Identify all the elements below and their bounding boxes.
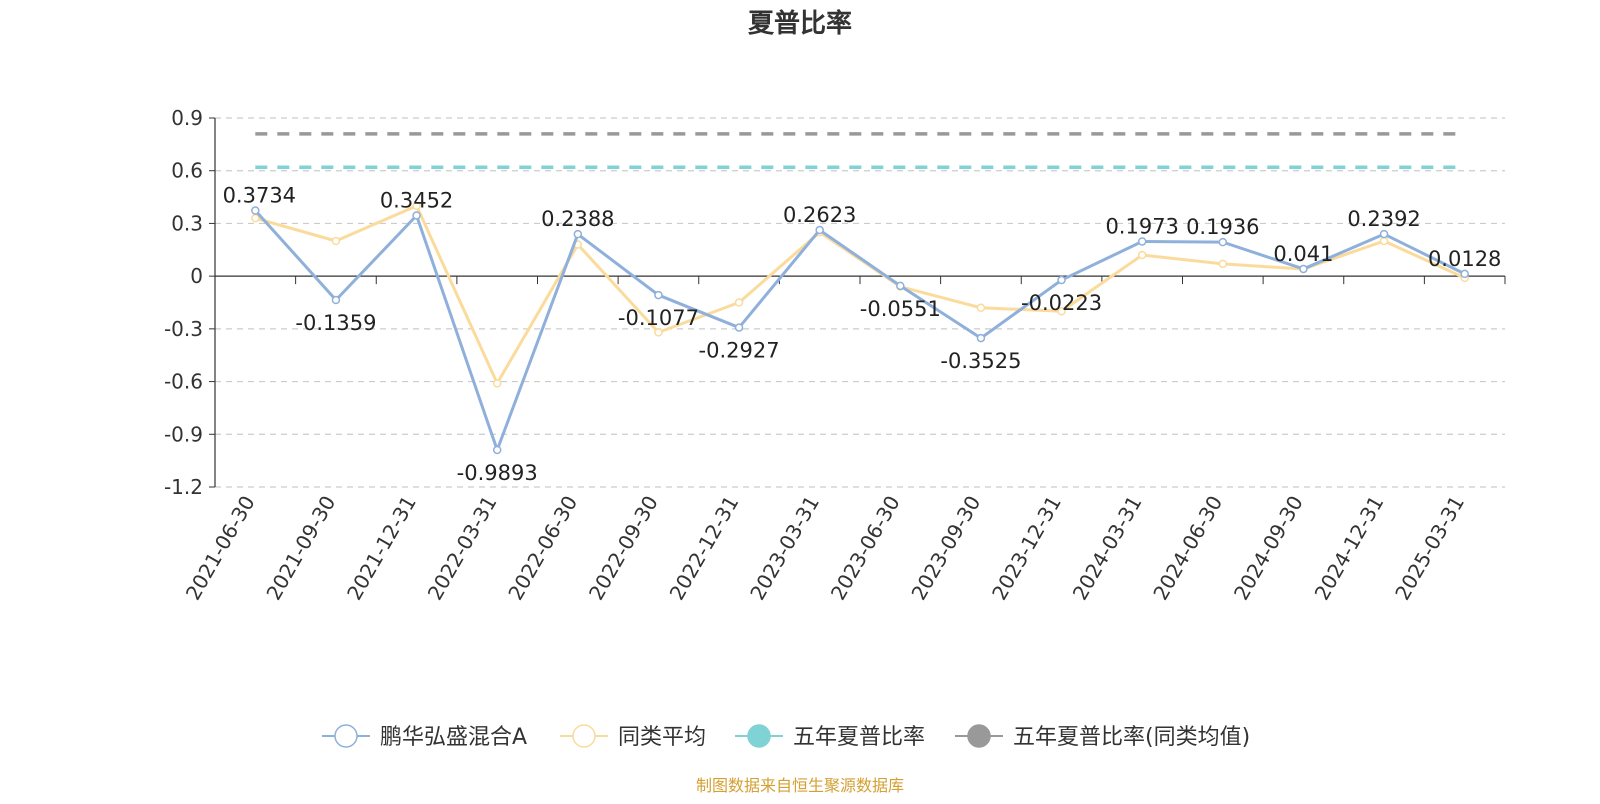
data-label: -0.0223 <box>1021 291 1102 315</box>
data-label: 0.3734 <box>223 184 296 208</box>
x-tick-label: 2021-09-30 <box>261 492 340 605</box>
legend-item[interactable]: 同类平均 <box>560 724 706 750</box>
series-line <box>254 209 1466 452</box>
data-point[interactable] <box>1460 269 1469 279</box>
x-tick-label: 2024-09-30 <box>1229 492 1308 605</box>
data-point[interactable] <box>734 298 744 307</box>
data-point[interactable] <box>492 379 502 388</box>
source-note: 制图数据来自恒生聚源数据库 <box>696 776 904 795</box>
data-point[interactable] <box>573 229 583 239</box>
data-point[interactable] <box>654 290 663 300</box>
data-point[interactable] <box>1137 237 1147 246</box>
chart-title: 夏普比率 <box>748 8 852 39</box>
x-tick-label: 2025-03-31 <box>1390 492 1469 605</box>
data-point[interactable] <box>896 281 905 291</box>
data-point[interactable] <box>1137 250 1147 260</box>
legend-item[interactable]: 五年夏普比率 <box>735 724 925 750</box>
x-tick-label: 2023-12-31 <box>987 492 1066 605</box>
x-tick-label: 2021-06-30 <box>181 492 260 605</box>
x-tick-label: 2023-06-30 <box>826 492 905 605</box>
data-label: 0.1936 <box>1186 215 1259 239</box>
data-label: -0.3525 <box>940 349 1021 373</box>
data-label: -0.9893 <box>457 461 538 485</box>
data-point[interactable] <box>1057 275 1066 285</box>
data-point[interactable] <box>331 295 341 305</box>
data-label: -0.0551 <box>860 297 941 321</box>
data-point[interactable] <box>331 236 341 246</box>
data-point[interactable] <box>654 328 663 337</box>
x-tick-label: 2024-06-30 <box>1148 492 1227 605</box>
legend-marker <box>747 724 771 748</box>
data-point[interactable] <box>1379 229 1389 239</box>
y-tick-label: 0.3 <box>171 211 203 235</box>
x-tick-label: 2024-03-31 <box>1068 492 1147 605</box>
data-label: 0.1973 <box>1105 214 1178 238</box>
data-point[interactable] <box>412 201 421 211</box>
data-point[interactable] <box>1299 264 1308 274</box>
y-tick-label: 0.9 <box>171 106 203 130</box>
data-point[interactable] <box>815 225 824 235</box>
data-label: -0.1359 <box>295 311 376 335</box>
data-label: -0.1077 <box>618 306 699 330</box>
data-label: 0.2623 <box>783 203 856 227</box>
legend-marker <box>334 724 358 748</box>
grid-layer <box>215 117 1505 488</box>
data-point[interactable] <box>492 445 502 455</box>
data-label: 0.0128 <box>1428 247 1501 271</box>
y-tick-label: -0.6 <box>164 370 203 394</box>
series-layer <box>251 201 1469 455</box>
data-label: 0.041 <box>1273 242 1333 266</box>
data-point[interactable] <box>251 206 260 215</box>
y-tick-label: 0 <box>190 264 203 288</box>
legend-label: 五年夏普比率 <box>793 725 925 750</box>
data-point[interactable] <box>1218 237 1228 247</box>
data-labels: 0.3734-0.13590.3452-0.98930.2388-0.1077-… <box>223 184 1502 485</box>
data-label: 0.2392 <box>1347 207 1420 231</box>
series-line <box>254 204 1466 385</box>
x-tick-label: 2022-03-31 <box>423 492 502 605</box>
data-point[interactable] <box>976 333 986 343</box>
y-tick-label: -0.3 <box>164 317 203 341</box>
data-point[interactable] <box>412 211 421 220</box>
legend-label: 鹏华弘盛混合A <box>380 725 527 750</box>
legend-marker <box>572 724 596 748</box>
data-point[interactable] <box>976 303 986 313</box>
x-tick-label: 2022-12-31 <box>664 492 743 605</box>
x-tick-label: 2021-12-31 <box>342 492 421 605</box>
reference-lines <box>255 132 1465 169</box>
x-tick-label: 2024-12-31 <box>1309 492 1388 605</box>
legend-item[interactable]: 五年夏普比率(同类均值) <box>955 724 1250 750</box>
y-tick-label: 0.6 <box>171 159 203 183</box>
y-tick-label: -1.2 <box>164 475 203 499</box>
legend-item[interactable]: 鹏华弘盛混合A <box>322 724 527 750</box>
data-point[interactable] <box>1379 236 1389 246</box>
data-label: 0.2388 <box>541 207 614 231</box>
data-point[interactable] <box>1057 307 1066 316</box>
y-tick-label: -0.9 <box>164 422 203 446</box>
x-tick-label: 2023-09-30 <box>906 492 985 605</box>
data-label: -0.2927 <box>699 339 780 363</box>
x-tick-label: 2022-06-30 <box>503 492 582 605</box>
legend-label: 同类平均 <box>618 725 706 750</box>
data-point[interactable] <box>734 323 744 332</box>
data-label: 0.3452 <box>380 188 453 212</box>
legend-label: 五年夏普比率(同类均值) <box>1013 725 1250 750</box>
data-point[interactable] <box>251 213 260 223</box>
data-point[interactable] <box>1218 259 1228 269</box>
x-tick-label: 2023-03-31 <box>745 492 824 605</box>
legend-marker <box>967 724 991 748</box>
legend[interactable]: 鹏华弘盛混合A 同类平均 五年夏普比率 五年夏普比率(同类均值) <box>322 724 1250 750</box>
x-tick-label: 2022-09-30 <box>584 492 663 605</box>
